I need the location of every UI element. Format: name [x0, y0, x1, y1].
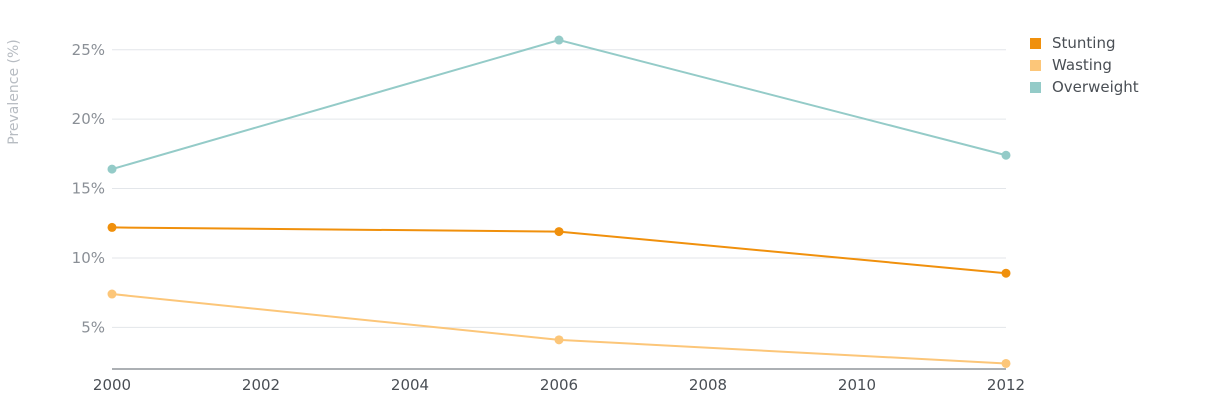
- y-tick-label: 25%: [72, 41, 105, 59]
- x-tick-label: 2002: [242, 376, 280, 394]
- x-axis-ticks: 2000 2002 2004 2006 2008 2010 2012: [93, 376, 1025, 394]
- data-point[interactable]: [1001, 358, 1011, 368]
- data-point[interactable]: [107, 289, 117, 299]
- y-axis-ticks: 5% 10% 15% 20% 25%: [72, 41, 105, 337]
- legend-swatch: [1030, 82, 1041, 93]
- x-tick-label: 2010: [838, 376, 876, 394]
- x-tick-label: 2008: [689, 376, 727, 394]
- data-point[interactable]: [554, 35, 564, 45]
- legend-label: Overweight: [1052, 78, 1139, 96]
- legend-item-stunting[interactable]: Stunting: [1030, 34, 1116, 52]
- legend-swatch: [1030, 38, 1041, 49]
- series-stunting: [107, 222, 1011, 278]
- series-line: [111, 293, 1007, 365]
- y-axis-label: Prevalence (%): [6, 39, 22, 145]
- data-point[interactable]: [1001, 268, 1011, 278]
- legend-label: Wasting: [1052, 56, 1112, 74]
- data-point[interactable]: [554, 227, 564, 237]
- series-line: [111, 39, 1007, 171]
- y-tick-label: 5%: [81, 318, 105, 336]
- x-tick-label: 2012: [987, 376, 1025, 394]
- x-tick-label: 2000: [93, 376, 131, 394]
- series-wasting: [107, 289, 1011, 368]
- data-point[interactable]: [1001, 150, 1011, 160]
- grid-lines: [112, 49, 1006, 328]
- legend-item-overweight[interactable]: Overweight: [1030, 78, 1139, 96]
- data-point[interactable]: [554, 335, 564, 345]
- y-tick-label: 20%: [72, 110, 105, 128]
- legend-swatch: [1030, 60, 1041, 71]
- series-layer: [107, 35, 1011, 368]
- data-point[interactable]: [107, 222, 117, 232]
- data-point[interactable]: [107, 164, 117, 174]
- series-overweight: [107, 35, 1011, 174]
- y-tick-label: 15%: [72, 180, 105, 198]
- legend[interactable]: Stunting Wasting Overweight: [1030, 34, 1139, 96]
- legend-label: Stunting: [1052, 34, 1116, 52]
- x-tick-label: 2004: [391, 376, 429, 394]
- y-tick-label: 10%: [72, 249, 105, 267]
- legend-item-wasting[interactable]: Wasting: [1030, 56, 1112, 74]
- x-tick-label: 2006: [540, 376, 578, 394]
